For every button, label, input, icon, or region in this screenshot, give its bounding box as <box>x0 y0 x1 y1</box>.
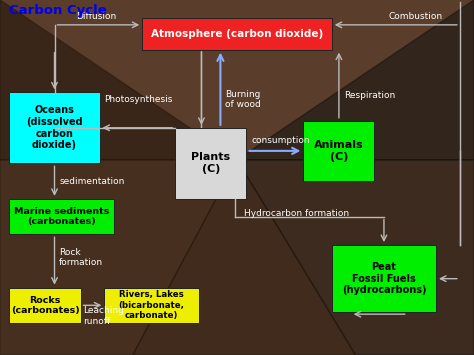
Text: Rivers, Lakes
(bicarbonate,
carbonate): Rivers, Lakes (bicarbonate, carbonate) <box>118 290 185 320</box>
Text: Diffusion: Diffusion <box>76 12 116 21</box>
Text: Burning
of wood: Burning of wood <box>225 90 261 109</box>
Text: Rocks
(carbonates): Rocks (carbonates) <box>10 296 80 315</box>
FancyBboxPatch shape <box>9 199 114 234</box>
Polygon shape <box>133 160 356 355</box>
Text: Oceans
(dissolved
carbon
dioxide): Oceans (dissolved carbon dioxide) <box>26 105 83 150</box>
Polygon shape <box>0 0 237 160</box>
Text: Animals
(C): Animals (C) <box>314 140 364 162</box>
Text: Respiration: Respiration <box>344 91 395 100</box>
FancyBboxPatch shape <box>104 288 199 323</box>
FancyBboxPatch shape <box>303 121 374 181</box>
Text: Hydrocarbon formation: Hydrocarbon formation <box>244 208 349 218</box>
Text: Carbon Cycle: Carbon Cycle <box>9 4 107 17</box>
FancyBboxPatch shape <box>9 92 100 163</box>
Text: Peat
Fossil Fuels
(hydrocarbons): Peat Fossil Fuels (hydrocarbons) <box>342 262 426 295</box>
Text: Plants
(C): Plants (C) <box>191 153 230 174</box>
FancyBboxPatch shape <box>9 288 81 323</box>
FancyBboxPatch shape <box>175 128 246 199</box>
Text: Marine sediments
(carbonates): Marine sediments (carbonates) <box>14 207 109 226</box>
Text: Atmosphere (carbon dioxide): Atmosphere (carbon dioxide) <box>151 29 323 39</box>
Text: Photosynthesis: Photosynthesis <box>104 95 173 104</box>
Text: Leaching
runoff: Leaching runoff <box>83 306 124 326</box>
Polygon shape <box>0 160 237 355</box>
FancyBboxPatch shape <box>332 245 436 312</box>
Text: consumption: consumption <box>251 136 310 145</box>
FancyBboxPatch shape <box>142 18 332 50</box>
Text: Combustion: Combustion <box>389 12 443 21</box>
Polygon shape <box>237 160 474 355</box>
Polygon shape <box>237 0 474 160</box>
Text: sedimentation: sedimentation <box>59 176 125 186</box>
Text: Rock
formation: Rock formation <box>59 248 103 267</box>
